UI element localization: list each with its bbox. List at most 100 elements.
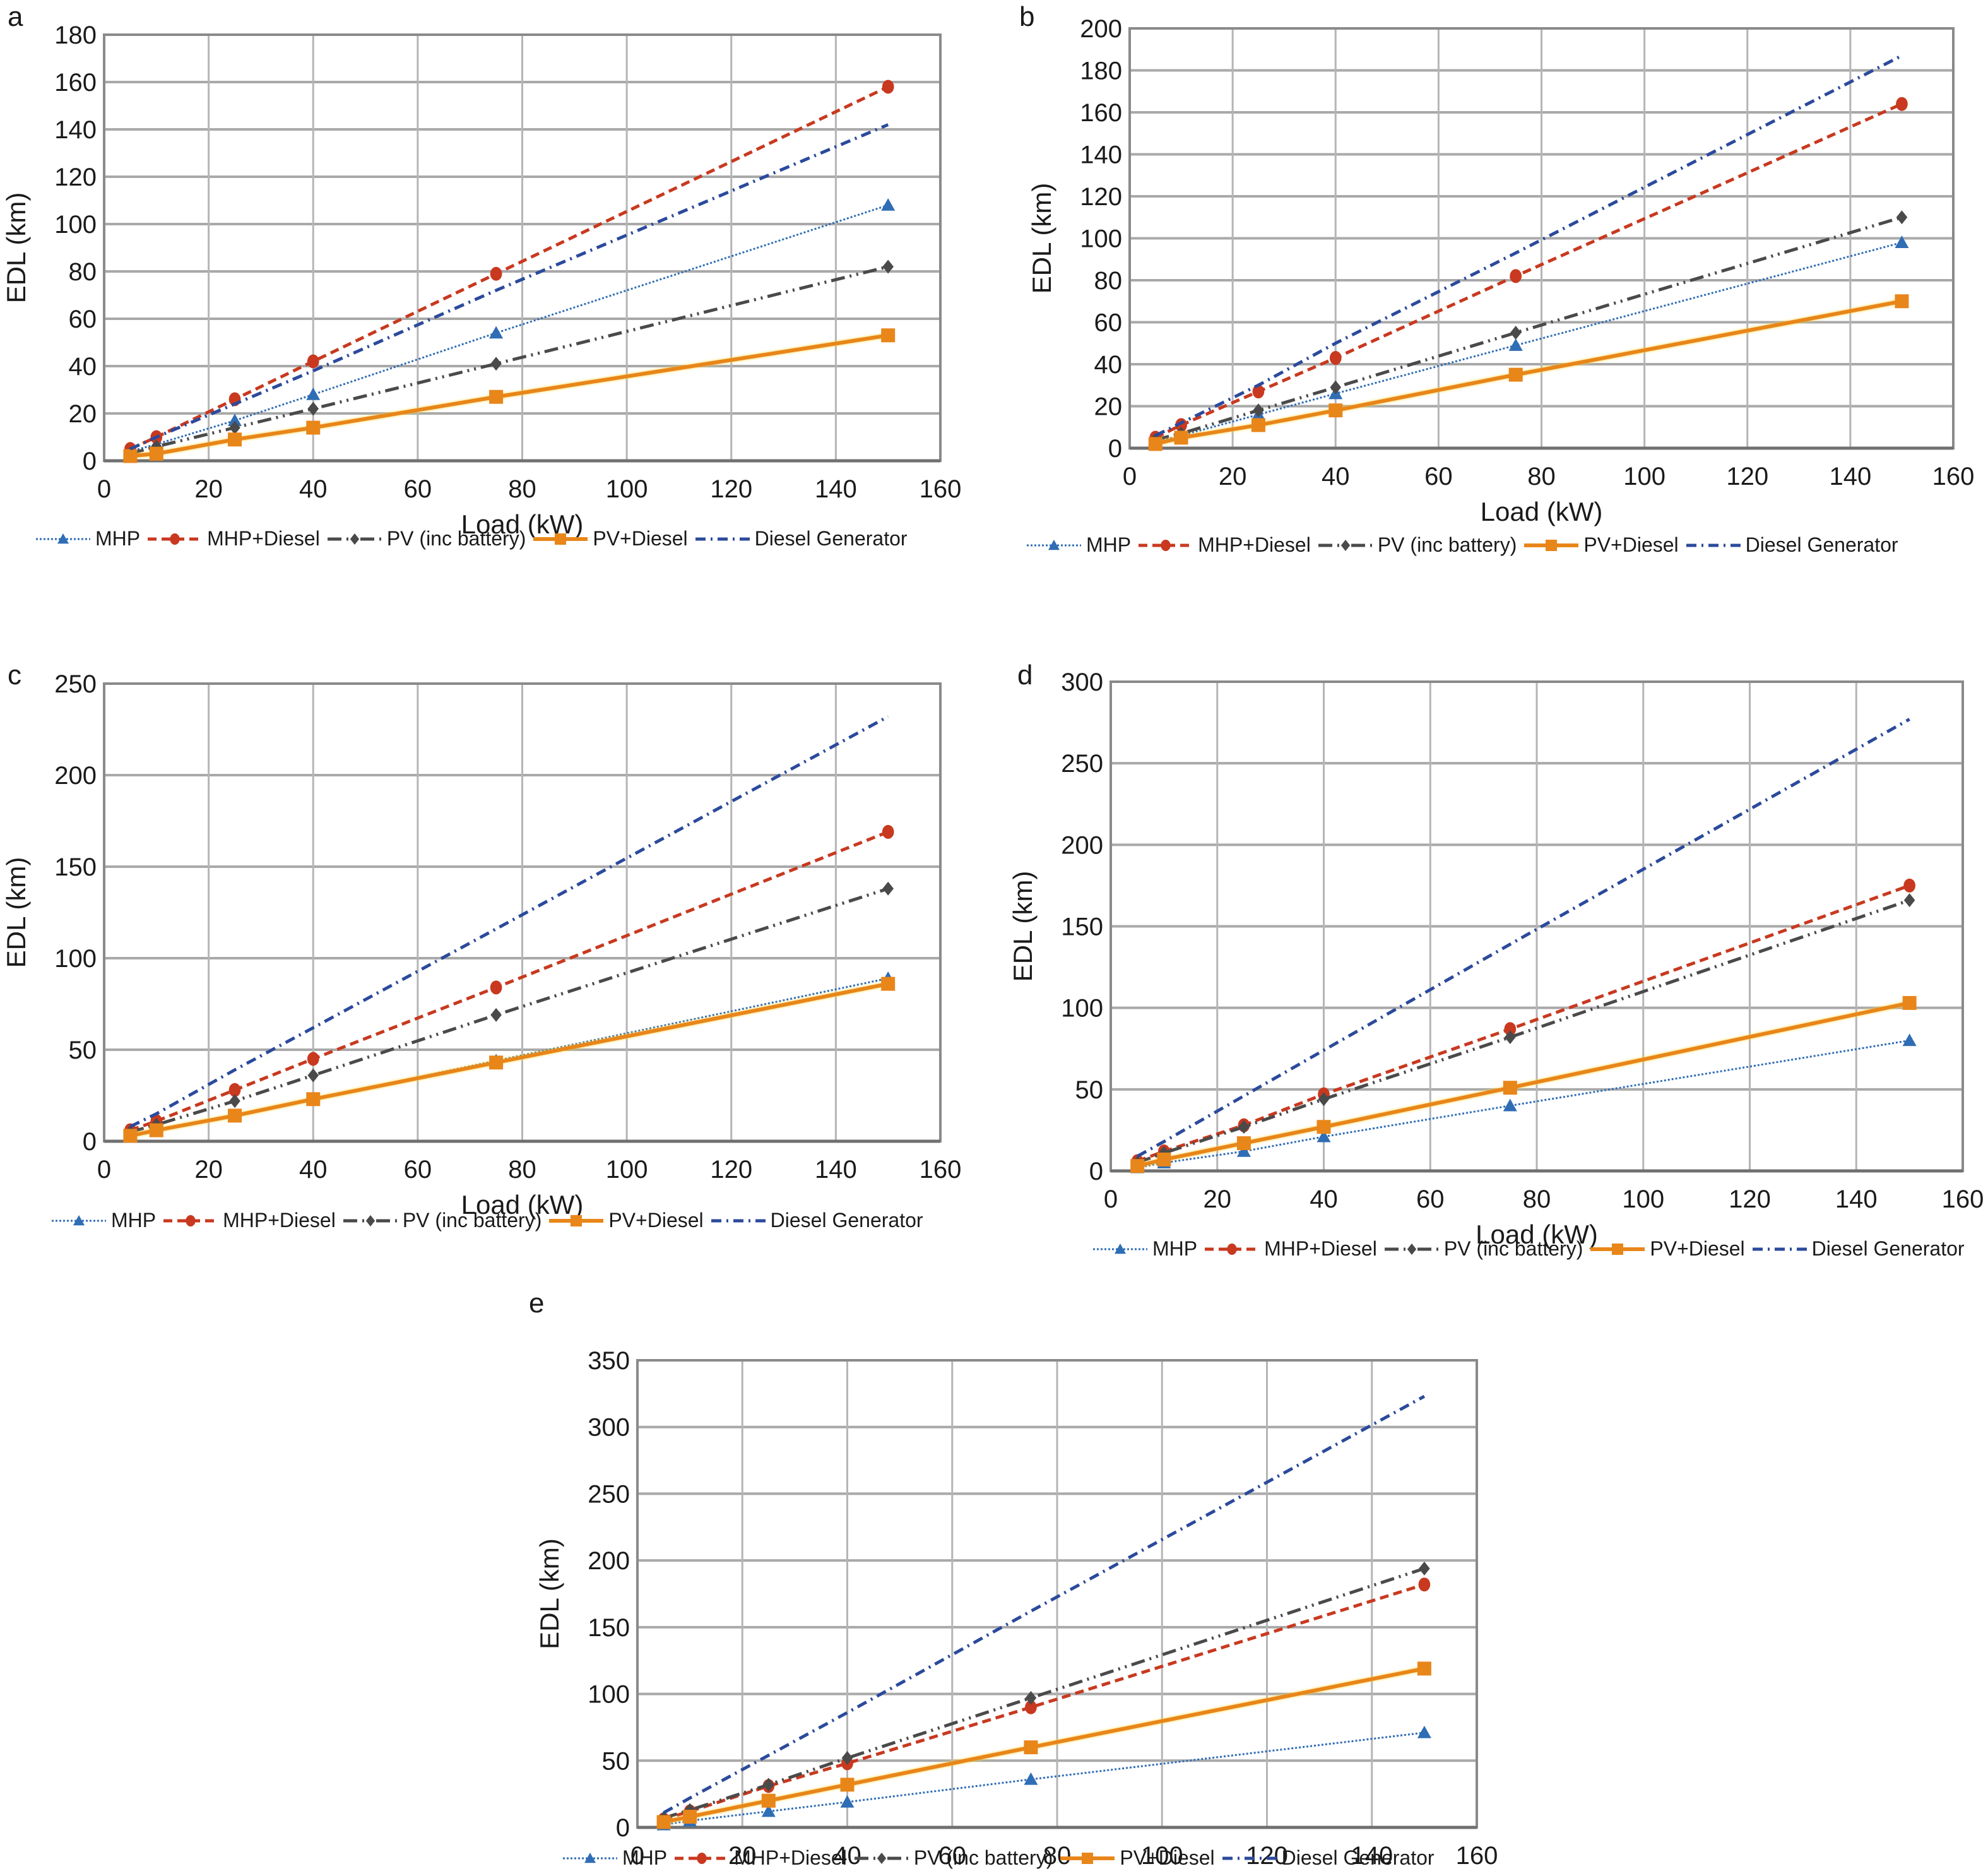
- data-point: [841, 1751, 853, 1766]
- x-tick-label: 60: [404, 475, 432, 503]
- series-line: [663, 1731, 1425, 1826]
- panel-d: d 0 50 100 150 200 250 300 0 20 40 60 80 100 120 140 16…: [1008, 660, 1988, 1291]
- data-point: [1174, 430, 1188, 445]
- x-tick-label: 80: [508, 1156, 536, 1184]
- data-point: [307, 354, 319, 369]
- legend-marker: [186, 1214, 196, 1226]
- legend-item-diesel-generator: Diesel Generator: [1221, 1846, 1435, 1870]
- data-point: [881, 198, 896, 211]
- y-tick-label: 200: [1061, 831, 1103, 859]
- data-point: [763, 1778, 774, 1792]
- x-tick-label: 160: [1456, 1842, 1498, 1870]
- x-tick-label: 160: [920, 1156, 962, 1184]
- legend-label: Diesel Generator: [770, 1209, 923, 1232]
- y-tick-label: 140: [1080, 141, 1122, 169]
- x-tick-label: 120: [710, 475, 752, 503]
- data-point: [1902, 1033, 1917, 1047]
- y-tick-label: 180: [1080, 57, 1122, 85]
- x-tick-label: 80: [1523, 1185, 1551, 1213]
- series-line: [663, 1394, 1426, 1814]
- y-tick-label: 180: [54, 21, 97, 49]
- data-point: [490, 266, 502, 281]
- data-point: [881, 977, 896, 991]
- legend-marker: [1048, 539, 1060, 550]
- x-tick-label: 40: [1310, 1185, 1338, 1213]
- legend-swatch: [711, 1219, 766, 1222]
- data-point: [1253, 403, 1264, 418]
- x-tick-label: 80: [1527, 463, 1556, 490]
- data-point: [1130, 1159, 1145, 1173]
- legend-swatch: [1318, 539, 1373, 551]
- data-point: [228, 1083, 241, 1097]
- y-tick-label: 80: [1094, 267, 1123, 295]
- legend-item-pv-diesel: PV+Diesel: [532, 527, 688, 550]
- legend-swatch: [1027, 539, 1081, 550]
- legend-swatch: [854, 1852, 909, 1864]
- x-tick-label: 100: [1623, 463, 1666, 490]
- data-point: [1510, 269, 1522, 283]
- legend-marker: [170, 533, 180, 545]
- y-tick-label: 120: [1080, 183, 1122, 211]
- legend-marker: [365, 1214, 376, 1226]
- data-point: [881, 328, 896, 343]
- legend-item-pv-inc-battery: PV (inc battery): [1383, 1237, 1583, 1261]
- data-point: [882, 824, 894, 839]
- x-tick-label: 100: [606, 1156, 648, 1184]
- legend-marker: [571, 1214, 583, 1226]
- data-point: [1024, 1740, 1038, 1755]
- data-point: [149, 1123, 163, 1137]
- chart-plot: 0 50 100 150 200 250 300 350 0 20 40 60 80 100 120 140 1…: [535, 1347, 1498, 1870]
- data-point: [1505, 1030, 1516, 1045]
- y-tick-label: 200: [1080, 15, 1122, 43]
- x-tick-label: 20: [1219, 463, 1247, 490]
- data-point: [882, 80, 894, 94]
- data-point: [1903, 878, 1915, 893]
- x-tick-label: 20: [194, 1156, 223, 1184]
- data-point: [1329, 351, 1342, 365]
- legend-item-pv-diesel: PV+Diesel: [1059, 1846, 1215, 1870]
- legend-label: MHP+Diesel: [1264, 1237, 1377, 1260]
- data-point: [761, 1793, 776, 1808]
- legend-item-mhp: MHP: [50, 1209, 156, 1232]
- legend-label: MHP: [1152, 1237, 1198, 1260]
- x-tick-label: 20: [728, 1842, 757, 1870]
- x-tick-label: 20: [1204, 1185, 1232, 1213]
- x-tick-label: 120: [1729, 1185, 1771, 1213]
- data-point: [1236, 1136, 1251, 1151]
- legend-label: Diesel Generator: [1745, 533, 1898, 556]
- x-axis-title: Load (kW): [1476, 1220, 1598, 1249]
- chart-plot: 0 50 100 150 200 250 0 20 40 60 80 100 120 140 160 Load…: [1, 670, 962, 1220]
- y-tick-label: 160: [54, 69, 97, 97]
- y-tick-label: 300: [1061, 668, 1103, 696]
- legend-marker: [584, 1852, 596, 1863]
- data-point: [149, 446, 163, 461]
- series-line: [130, 977, 889, 1137]
- legend-item-mhp-diesel: MHP+Diesel: [1137, 533, 1311, 557]
- x-tick-label: 120: [710, 1156, 752, 1184]
- x-tick-label: 100: [1622, 1185, 1664, 1213]
- data-point: [1503, 1081, 1517, 1095]
- y-tick-label: 0: [1089, 1158, 1103, 1185]
- y-tick-label: 100: [54, 945, 97, 973]
- y-tick-label: 350: [588, 1347, 630, 1375]
- data-point: [1330, 380, 1342, 395]
- legend-label: PV (inc battery): [1377, 533, 1517, 556]
- series-line: [1154, 54, 1903, 437]
- legend-item-diesel-generator: Diesel Generator: [1685, 533, 1898, 557]
- legend-item-pv-diesel: PV+Diesel: [1589, 1237, 1745, 1261]
- legend-marker: [555, 533, 567, 545]
- panel-e: e 0 50 100 150 200 250 300 350 0 20 40 60 80 100 120 14…: [505, 1288, 1498, 1876]
- series-diesel-generator: [129, 123, 889, 451]
- y-tick-label: 0: [616, 1814, 630, 1842]
- x-tick-label: 160: [1932, 463, 1975, 490]
- x-tick-label: 140: [1830, 463, 1872, 490]
- legend-label: PV+Diesel: [1650, 1237, 1745, 1260]
- y-tick-label: 100: [588, 1681, 630, 1709]
- x-tick-label: 0: [97, 475, 111, 503]
- panel-label: a: [8, 1, 23, 32]
- data-point: [490, 1007, 502, 1022]
- series-diesel-generator: [1154, 54, 1903, 437]
- series-line: [663, 1567, 1425, 1820]
- chart-plot: 0 50 100 150 200 250 300 0 20 40 60 80 100 120 140 160 L…: [1008, 668, 1984, 1249]
- legend-item-mhp: MHP: [562, 1846, 667, 1870]
